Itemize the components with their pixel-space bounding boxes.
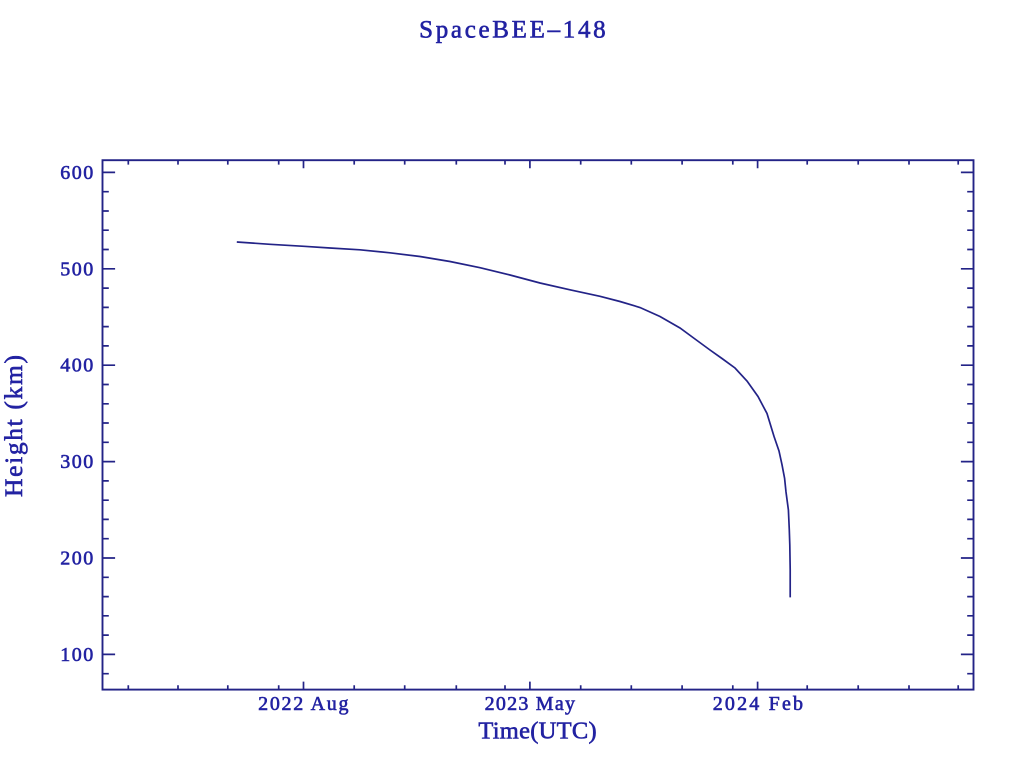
svg-text:Time(UTC): Time(UTC): [478, 718, 596, 745]
svg-text:600: 600: [60, 162, 93, 184]
svg-text:300: 300: [60, 451, 93, 473]
svg-text:200: 200: [60, 548, 93, 570]
svg-text:100: 100: [60, 644, 93, 666]
svg-text:Height (km): Height (km): [0, 355, 28, 497]
svg-text:2024 Feb: 2024 Feb: [713, 693, 803, 715]
svg-text:2023 May: 2023 May: [485, 693, 575, 715]
svg-text:500: 500: [60, 258, 93, 280]
svg-text:400: 400: [60, 355, 93, 377]
svg-text:SpaceBEE–148: SpaceBEE–148: [419, 17, 606, 44]
